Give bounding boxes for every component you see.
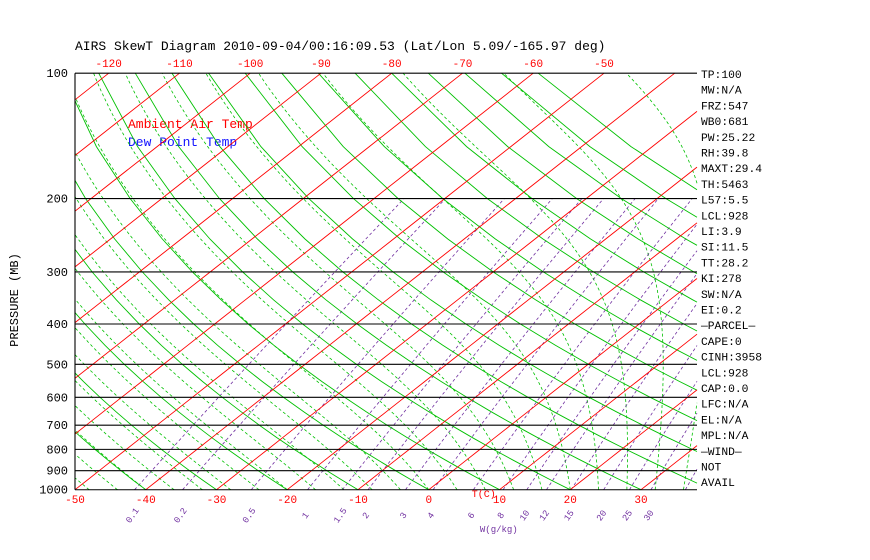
svg-text:—PARCEL—: —PARCEL—	[700, 321, 755, 333]
svg-text:-70: -70	[453, 59, 473, 71]
svg-text:PW:25.22: PW:25.22	[701, 133, 755, 145]
svg-text:-100: -100	[237, 59, 263, 71]
svg-text:Ambient Air Temp: Ambient Air Temp	[128, 117, 253, 132]
svg-text:600: 600	[46, 391, 68, 405]
svg-text:400: 400	[46, 318, 68, 332]
svg-text:LI:3.9: LI:3.9	[701, 227, 742, 239]
svg-text:500: 500	[46, 358, 68, 372]
svg-text:-20: -20	[277, 495, 297, 507]
svg-text:-110: -110	[166, 59, 192, 71]
svg-text:FRZ:547: FRZ:547	[701, 101, 748, 113]
svg-text:LCL:928: LCL:928	[701, 368, 749, 380]
svg-text:LFC:N/A: LFC:N/A	[701, 400, 749, 412]
svg-text:TH:5463: TH:5463	[701, 180, 749, 192]
svg-text:700: 700	[46, 419, 68, 433]
svg-text:-90: -90	[311, 59, 331, 71]
svg-text:TT:28.2: TT:28.2	[701, 258, 748, 270]
svg-text:MW:N/A: MW:N/A	[701, 86, 742, 98]
svg-text:900: 900	[46, 465, 68, 479]
svg-text:RH:39.8: RH:39.8	[701, 149, 749, 161]
svg-text:AVAIL: AVAIL	[701, 478, 735, 490]
svg-text:-60: -60	[523, 59, 543, 71]
svg-text:-120: -120	[95, 59, 121, 71]
svg-text:800: 800	[46, 443, 68, 457]
svg-text:30: 30	[634, 495, 647, 507]
svg-text:SW:N/A: SW:N/A	[701, 290, 742, 302]
svg-text:-40: -40	[136, 495, 156, 507]
svg-text:300: 300	[46, 266, 68, 280]
svg-text:-50: -50	[65, 495, 85, 507]
svg-text:200: 200	[46, 193, 68, 207]
svg-text:-80: -80	[382, 59, 402, 71]
svg-text:W(g/kg): W(g/kg)	[480, 525, 518, 535]
svg-text:—WIND—: —WIND—	[700, 447, 742, 459]
svg-text:100: 100	[46, 67, 68, 81]
svg-text:1000: 1000	[39, 484, 68, 498]
svg-text:CAPE:0: CAPE:0	[701, 337, 742, 349]
svg-text:NOT: NOT	[701, 463, 722, 475]
svg-text:CINH:3958: CINH:3958	[701, 353, 762, 365]
svg-text:-30: -30	[207, 495, 227, 507]
svg-text:-10: -10	[348, 495, 368, 507]
svg-text:SI:11.5: SI:11.5	[701, 243, 749, 255]
svg-text:CAP:0.0: CAP:0.0	[701, 384, 749, 396]
svg-text:AIRS SkewT Diagram 2010-09-04/: AIRS SkewT Diagram 2010-09-04/00:16:09.5…	[75, 39, 606, 54]
svg-text:20: 20	[564, 495, 577, 507]
svg-text:LCL:928: LCL:928	[701, 211, 749, 223]
svg-text:TP:100: TP:100	[701, 70, 742, 82]
svg-text:MAXT:29.4: MAXT:29.4	[701, 164, 762, 176]
svg-text:WB0:681: WB0:681	[701, 117, 749, 129]
svg-text:-50: -50	[594, 59, 614, 71]
svg-text:T(C): T(C)	[472, 489, 496, 501]
svg-text:EI:0.2: EI:0.2	[701, 306, 742, 318]
svg-text:L57:5.5: L57:5.5	[701, 196, 749, 208]
svg-text:0: 0	[425, 495, 432, 507]
svg-text:EL:N/A: EL:N/A	[701, 415, 742, 427]
svg-text:KI:278: KI:278	[701, 274, 742, 286]
svg-text:PRESSURE (MB): PRESSURE (MB)	[8, 253, 22, 347]
svg-text:MPL:N/A: MPL:N/A	[701, 431, 749, 443]
